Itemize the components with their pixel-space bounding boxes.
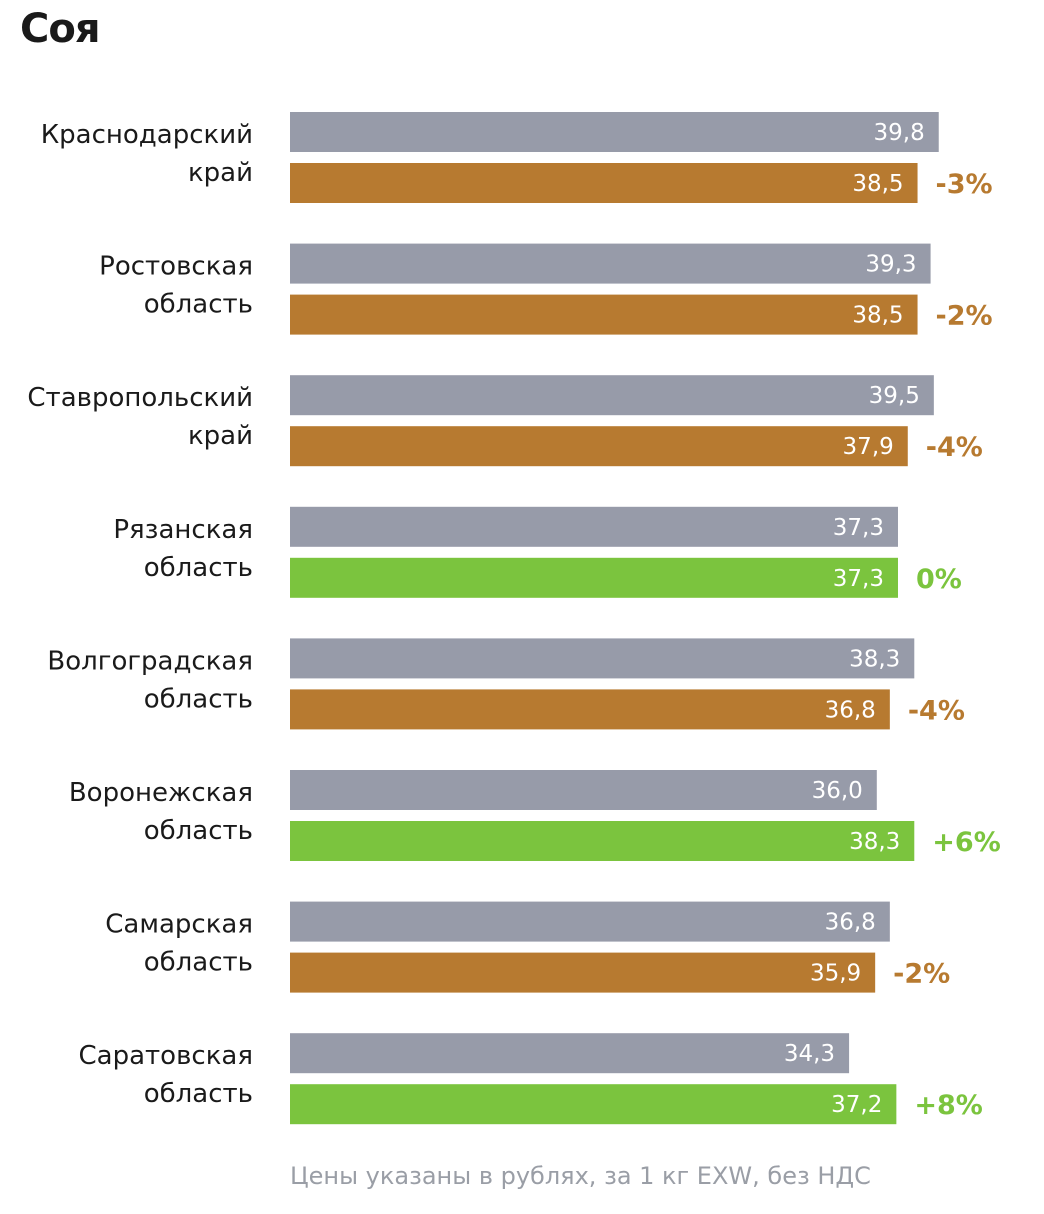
category-label-line: Воронежская [69, 778, 253, 808]
current-price-label: 37,9 [843, 434, 894, 460]
category-label-line: Ростовская [99, 252, 253, 282]
category-label-line: край [188, 158, 253, 188]
previous-price-bar [290, 243, 931, 284]
category-label-line: область [144, 1079, 253, 1109]
category-label: Воронежская область [69, 778, 253, 846]
previous-price-bar [290, 901, 890, 942]
current-price-bar [290, 1084, 897, 1125]
category-label-line: Самарская [105, 910, 253, 940]
change-label: -2% [893, 959, 950, 990]
category-label: Ростовская область [99, 252, 253, 320]
current-price-bar [290, 821, 915, 861]
change-label: 0% [916, 564, 962, 595]
category-label-line: Краснодарский [41, 120, 253, 150]
change-label: +8% [914, 1090, 982, 1121]
previous-price-label: 38,3 [849, 646, 900, 672]
category-label-line: край [188, 421, 253, 451]
current-price-label: 36,8 [825, 697, 876, 723]
previous-price-label: 39,8 [874, 120, 925, 146]
category-label-line: Рязанская [113, 515, 253, 545]
category-label-line: область [144, 684, 253, 714]
change-label: -2% [936, 301, 993, 332]
category-label-line: область [144, 948, 253, 978]
current-price-label: 38,5 [852, 303, 903, 329]
category-label: Ставропольский край [27, 383, 253, 451]
previous-price-bar [290, 112, 939, 152]
current-price-bar [290, 294, 918, 335]
current-price-bar [290, 557, 898, 598]
change-label: -4% [926, 432, 983, 463]
change-label: +6% [932, 827, 1000, 858]
category-label: Самарская область [105, 910, 253, 978]
current-price-label: 38,3 [849, 829, 900, 855]
change-label: -3% [936, 169, 993, 200]
category-label-line: Ставропольский [27, 383, 253, 413]
change-label: -4% [908, 695, 965, 726]
previous-price-label: 37,3 [833, 515, 884, 541]
current-price-bar [290, 952, 876, 993]
current-price-bar [290, 689, 890, 730]
previous-price-label: 39,5 [869, 383, 920, 409]
category-label-line: область [144, 816, 253, 846]
previous-price-label: 39,3 [865, 252, 916, 278]
current-price-label: 35,9 [810, 961, 861, 987]
category-label: Саратовская область [79, 1041, 253, 1109]
previous-price-bar [290, 638, 915, 679]
chart-title: Соя [20, 6, 101, 52]
previous-price-bar [290, 770, 877, 810]
category-label: Рязанская область [113, 515, 253, 583]
current-price-label: 38,5 [852, 171, 903, 197]
previous-price-bar [290, 375, 934, 416]
category-label-line: Волгоградская [47, 646, 253, 676]
category-label: Волгоградская область [47, 646, 253, 714]
chart-footnote: Цены указаны в рублях, за 1 кг EXW, без … [290, 1162, 871, 1190]
previous-price-bar [290, 506, 898, 547]
category-label: Краснодарский край [41, 120, 253, 188]
previous-price-label: 34,3 [784, 1041, 835, 1067]
current-price-label: 37,3 [833, 566, 884, 592]
current-price-label: 37,2 [831, 1092, 882, 1118]
category-label-line: Саратовская [79, 1041, 253, 1071]
category-label-line: область [144, 553, 253, 583]
category-label-line: область [144, 290, 253, 320]
previous-price-label: 36,0 [812, 778, 863, 804]
current-price-bar [290, 426, 908, 467]
current-price-bar [290, 163, 918, 203]
previous-price-bar [290, 1033, 850, 1074]
previous-price-label: 36,8 [825, 910, 876, 936]
